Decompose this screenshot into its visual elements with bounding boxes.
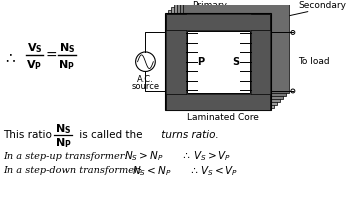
Polygon shape bbox=[165, 13, 271, 110]
Text: $\mathbf{N_S}$: $\mathbf{N_S}$ bbox=[59, 41, 75, 55]
Polygon shape bbox=[177, 1, 283, 99]
Text: $N_S > N_P$: $N_S > N_P$ bbox=[124, 149, 163, 163]
Text: Laminated Core: Laminated Core bbox=[187, 113, 259, 122]
Polygon shape bbox=[187, 31, 250, 93]
Text: turns ratio.: turns ratio. bbox=[158, 130, 219, 140]
Text: To load: To load bbox=[298, 57, 329, 66]
Text: A.C.: A.C. bbox=[137, 75, 154, 84]
Text: $\mathbf{N_S}$: $\mathbf{N_S}$ bbox=[55, 122, 71, 136]
Text: In a step-down transformer:: In a step-down transformer: bbox=[3, 166, 145, 175]
Polygon shape bbox=[166, 14, 186, 109]
Text: $V_S < V_P$: $V_S < V_P$ bbox=[200, 164, 239, 178]
Polygon shape bbox=[251, 14, 270, 109]
Text: ∴: ∴ bbox=[180, 151, 193, 161]
Polygon shape bbox=[168, 10, 274, 108]
Text: P: P bbox=[197, 57, 204, 67]
Text: source: source bbox=[131, 82, 160, 91]
Text: ∴: ∴ bbox=[188, 166, 201, 176]
Text: ∴: ∴ bbox=[5, 50, 15, 65]
Text: This ratio: This ratio bbox=[3, 130, 52, 140]
Polygon shape bbox=[174, 4, 280, 102]
Polygon shape bbox=[180, 0, 286, 96]
Text: $V_S > V_P$: $V_S > V_P$ bbox=[193, 149, 231, 163]
Text: S: S bbox=[232, 57, 240, 67]
Polygon shape bbox=[171, 7, 277, 105]
Polygon shape bbox=[166, 14, 270, 30]
Text: $\mathbf{N_P}$: $\mathbf{N_P}$ bbox=[58, 58, 75, 72]
Polygon shape bbox=[183, 0, 289, 93]
Text: $\mathbf{N_P}$: $\mathbf{N_P}$ bbox=[54, 136, 71, 150]
Polygon shape bbox=[166, 94, 270, 109]
Text: is called the: is called the bbox=[76, 130, 142, 140]
Text: $N_S < N_P$: $N_S < N_P$ bbox=[132, 164, 171, 178]
Text: Secondary: Secondary bbox=[299, 1, 347, 10]
Text: $\mathbf{V_P}$: $\mathbf{V_P}$ bbox=[26, 58, 43, 72]
Text: Primary: Primary bbox=[192, 1, 227, 10]
Text: =: = bbox=[45, 49, 57, 63]
Text: $\mathbf{V_S}$: $\mathbf{V_S}$ bbox=[26, 41, 42, 55]
Text: In a step-up transformer:: In a step-up transformer: bbox=[3, 152, 131, 161]
